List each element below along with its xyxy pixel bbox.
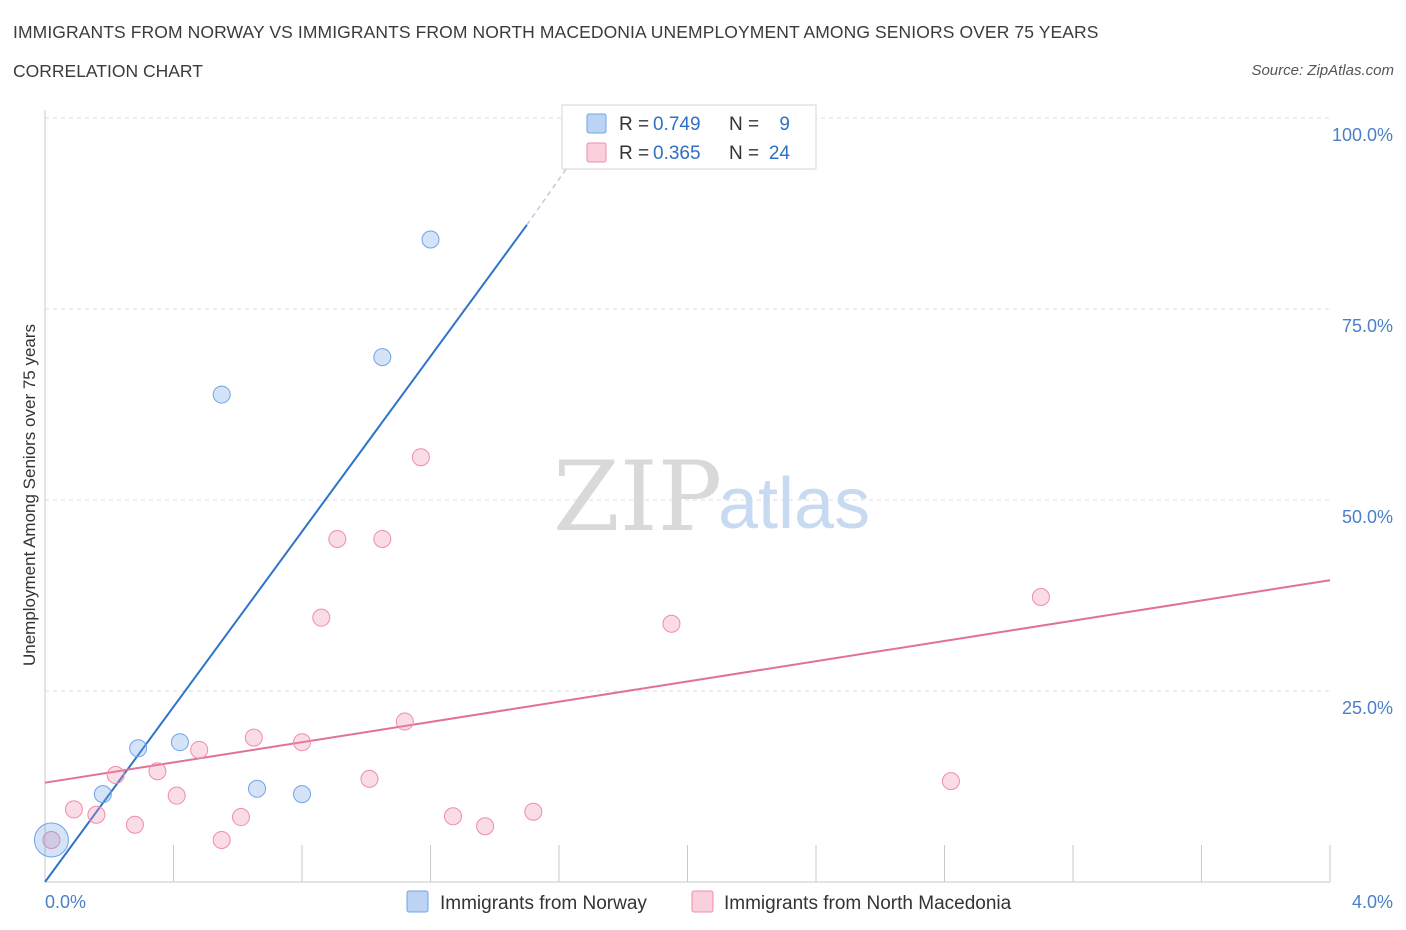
point-norway-7 [373,348,392,367]
legend-top: R = 0.749 N = 9 R = 0.365 N = 24 [561,104,817,170]
point-macedonia-6 [167,786,186,805]
point-norway-5 [248,779,267,798]
point-macedonia-9 [231,808,250,827]
watermark-zip: ZIP [553,441,722,553]
x-ticks [173,845,1331,882]
legend-r-label-norway: R = [619,114,649,135]
bottom-legend-swatch-norway [406,890,429,913]
chart-title: IMMIGRANTS FROM NORWAY VS IMMIGRANTS FRO… [13,22,1099,42]
point-macedonia-4 [125,815,144,834]
point-macedonia-14 [360,769,379,788]
point-macedonia-8 [212,830,231,849]
trend-lines [44,155,1331,883]
point-norway-0 [33,822,69,858]
point-macedonia-17 [411,448,430,467]
bottom-legend-label-norway: Immigrants from Norway [440,893,647,914]
source-note: Source: ZipAtlas.com [1251,62,1394,79]
point-norway-3 [170,733,189,752]
point-macedonia-22 [941,772,960,791]
point-macedonia-21 [662,614,681,633]
legend-n-label-macedonia: N = [729,143,759,164]
y-tick-label-100: 100.0% [1332,125,1393,145]
point-norway-8 [421,230,440,249]
point-macedonia-23 [1031,588,1050,607]
point-macedonia-13 [328,529,347,548]
legend-r-label-macedonia: R = [619,143,649,164]
x-tick-label-min: 0.0% [45,892,86,912]
y-tick-label-50: 50.0% [1342,507,1393,527]
bottom-legend-label-macedonia: Immigrants from North Macedonia [724,893,1012,914]
point-macedonia-19 [476,817,495,836]
point-macedonia-1 [64,800,83,819]
trend-line-norway-extension [526,155,576,226]
point-macedonia-5 [148,762,167,781]
y-tick-label-25: 25.0% [1342,698,1393,718]
legend-r-value-norway: 0.749 [653,114,701,135]
legend-r-value-macedonia: 0.365 [653,143,701,164]
gridlines [45,117,1330,692]
legend-n-value-norway: 9 [779,114,790,135]
y-tick-labels: 25.0% 50.0% 75.0% 100.0% [1332,125,1393,718]
legend-n-value-macedonia: 24 [769,143,791,164]
y-tick-label-75: 75.0% [1342,316,1393,336]
trend-line-macedonia [44,579,1331,784]
legend-n-label-norway: N = [729,114,759,135]
chart-subtitle: CORRELATION CHART [13,61,203,81]
data-points [33,230,1050,858]
point-norway-1 [93,785,112,804]
point-norway-4 [212,385,231,404]
point-norway-2 [129,739,148,758]
legend-swatch-norway [586,113,607,134]
point-macedonia-11 [293,733,311,752]
point-macedonia-10 [244,728,263,747]
point-macedonia-0 [42,830,61,849]
trend-line-norway [44,224,528,883]
point-norway-6 [293,785,311,804]
y-axis-label: Unemployment Among Seniors over 75 years [20,324,39,666]
legend-bottom: Immigrants from Norway Immigrants from N… [406,890,1012,914]
point-macedonia-2 [87,805,106,824]
x-tick-label-max: 4.0% [1352,892,1393,912]
point-macedonia-7 [190,740,209,759]
point-macedonia-3 [106,766,125,785]
point-macedonia-12 [312,608,331,627]
point-macedonia-20 [524,802,543,821]
point-macedonia-18 [443,807,462,826]
legend-swatch-macedonia [586,142,607,163]
watermark: ZIP atlas [553,441,870,553]
bottom-legend-swatch-macedonia [691,890,714,913]
point-macedonia-15 [373,529,392,548]
point-macedonia-16 [395,712,414,731]
watermark-atlas: atlas [718,464,870,544]
